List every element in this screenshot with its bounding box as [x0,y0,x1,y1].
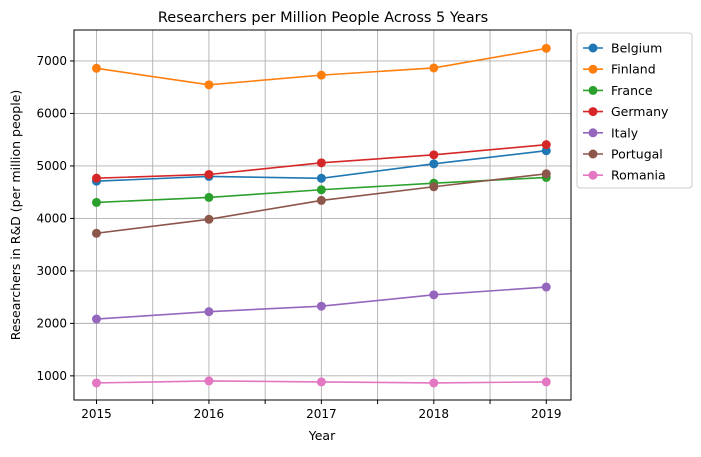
data-point [91,173,101,183]
series-germany [91,140,551,183]
y-axis-ticks: 1000 2000 3000 4000 5000 6000 7000 [36,54,74,383]
data-point [316,185,326,195]
legend-marker [588,170,598,180]
data-point [316,173,326,183]
data-point [316,377,326,387]
y-tick-label: 7000 [36,54,67,68]
legend-label: Portugal [611,147,663,162]
grid [74,30,571,400]
data-point [91,314,101,324]
y-tick-label: 4000 [36,211,67,225]
data-point [204,214,214,224]
data-point [316,70,326,80]
plot-frame [73,29,572,401]
chart-title: Researchers per Million People Across 5 … [158,10,488,26]
data-point [204,376,214,386]
y-tick-label: 6000 [36,106,67,120]
data-point [541,43,551,53]
series-italy [91,282,551,324]
series-group [91,43,551,388]
data-point [91,378,101,388]
y-axis-label: Researchers in R&D (per million people) [8,90,23,341]
data-point [429,378,439,388]
data-point [91,228,101,238]
legend-label: Belgium [611,41,662,56]
legend-label: Germany [611,104,669,119]
x-tick-label: 2018 [419,407,450,421]
series-portugal [91,169,551,238]
data-point [541,169,551,179]
legend-marker [588,149,598,159]
x-tick-label: 2019 [531,407,562,421]
series-romania [91,376,551,388]
data-point [316,195,326,205]
y-tick-label: 2000 [36,316,67,330]
legend-label: Italy [611,125,639,140]
x-tick-label: 2015 [81,407,112,421]
data-point [541,377,551,387]
data-point [429,63,439,73]
legend-marker [588,64,598,74]
legend-label: Romania [611,168,666,183]
x-tick-label: 2016 [194,407,225,421]
data-point [429,182,439,192]
data-point [429,159,439,169]
data-point [541,282,551,292]
x-axis-label: Year [308,428,336,443]
data-point [429,290,439,300]
legend-label: France [611,83,653,98]
data-point [316,301,326,311]
data-point [91,63,101,73]
legend: Belgium Finland France Germany Italy Portugal… [576,32,693,189]
legend-marker [588,85,598,95]
legend-marker [588,43,598,53]
data-point [429,150,439,160]
data-point [204,80,214,90]
data-point [204,169,214,179]
data-point [204,307,214,317]
data-point [541,140,551,150]
series-finland [91,43,551,90]
y-tick-label: 1000 [36,369,67,383]
y-tick-label: 5000 [36,159,67,173]
data-point [91,197,101,207]
x-axis-ticks: 2015 2016 2017 2018 2019 [81,400,562,421]
y-tick-label: 3000 [36,264,67,278]
legend-marker [588,128,598,138]
x-tick-label: 2017 [306,407,337,421]
legend-marker [588,107,598,117]
data-point [204,192,214,202]
data-point [316,158,326,168]
legend-label: Finland [611,62,656,77]
